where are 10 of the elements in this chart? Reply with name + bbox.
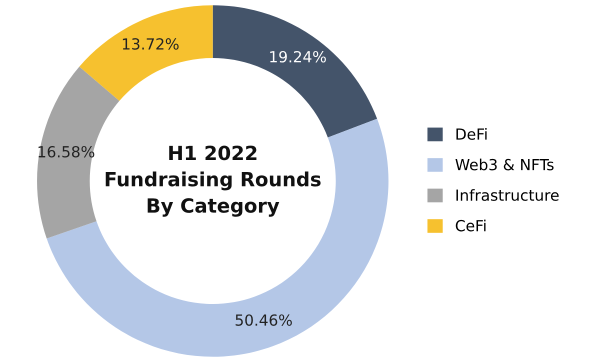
legend-label: CeFi — [456, 220, 486, 232]
legend-label: DeFi — [456, 128, 487, 140]
data-label: 50.46% — [236, 314, 292, 326]
donut-slice — [79, 5, 213, 101]
legend-label: Web3 & NFTs — [455, 158, 554, 170]
data-label: 13.72% — [122, 38, 179, 50]
donut-slice — [212, 5, 378, 138]
legend-label: Infrastructure — [456, 189, 559, 201]
text: H1 2022 Fundraising Rounds By Category — [106, 146, 321, 217]
data-label: 19.24% — [270, 50, 326, 63]
